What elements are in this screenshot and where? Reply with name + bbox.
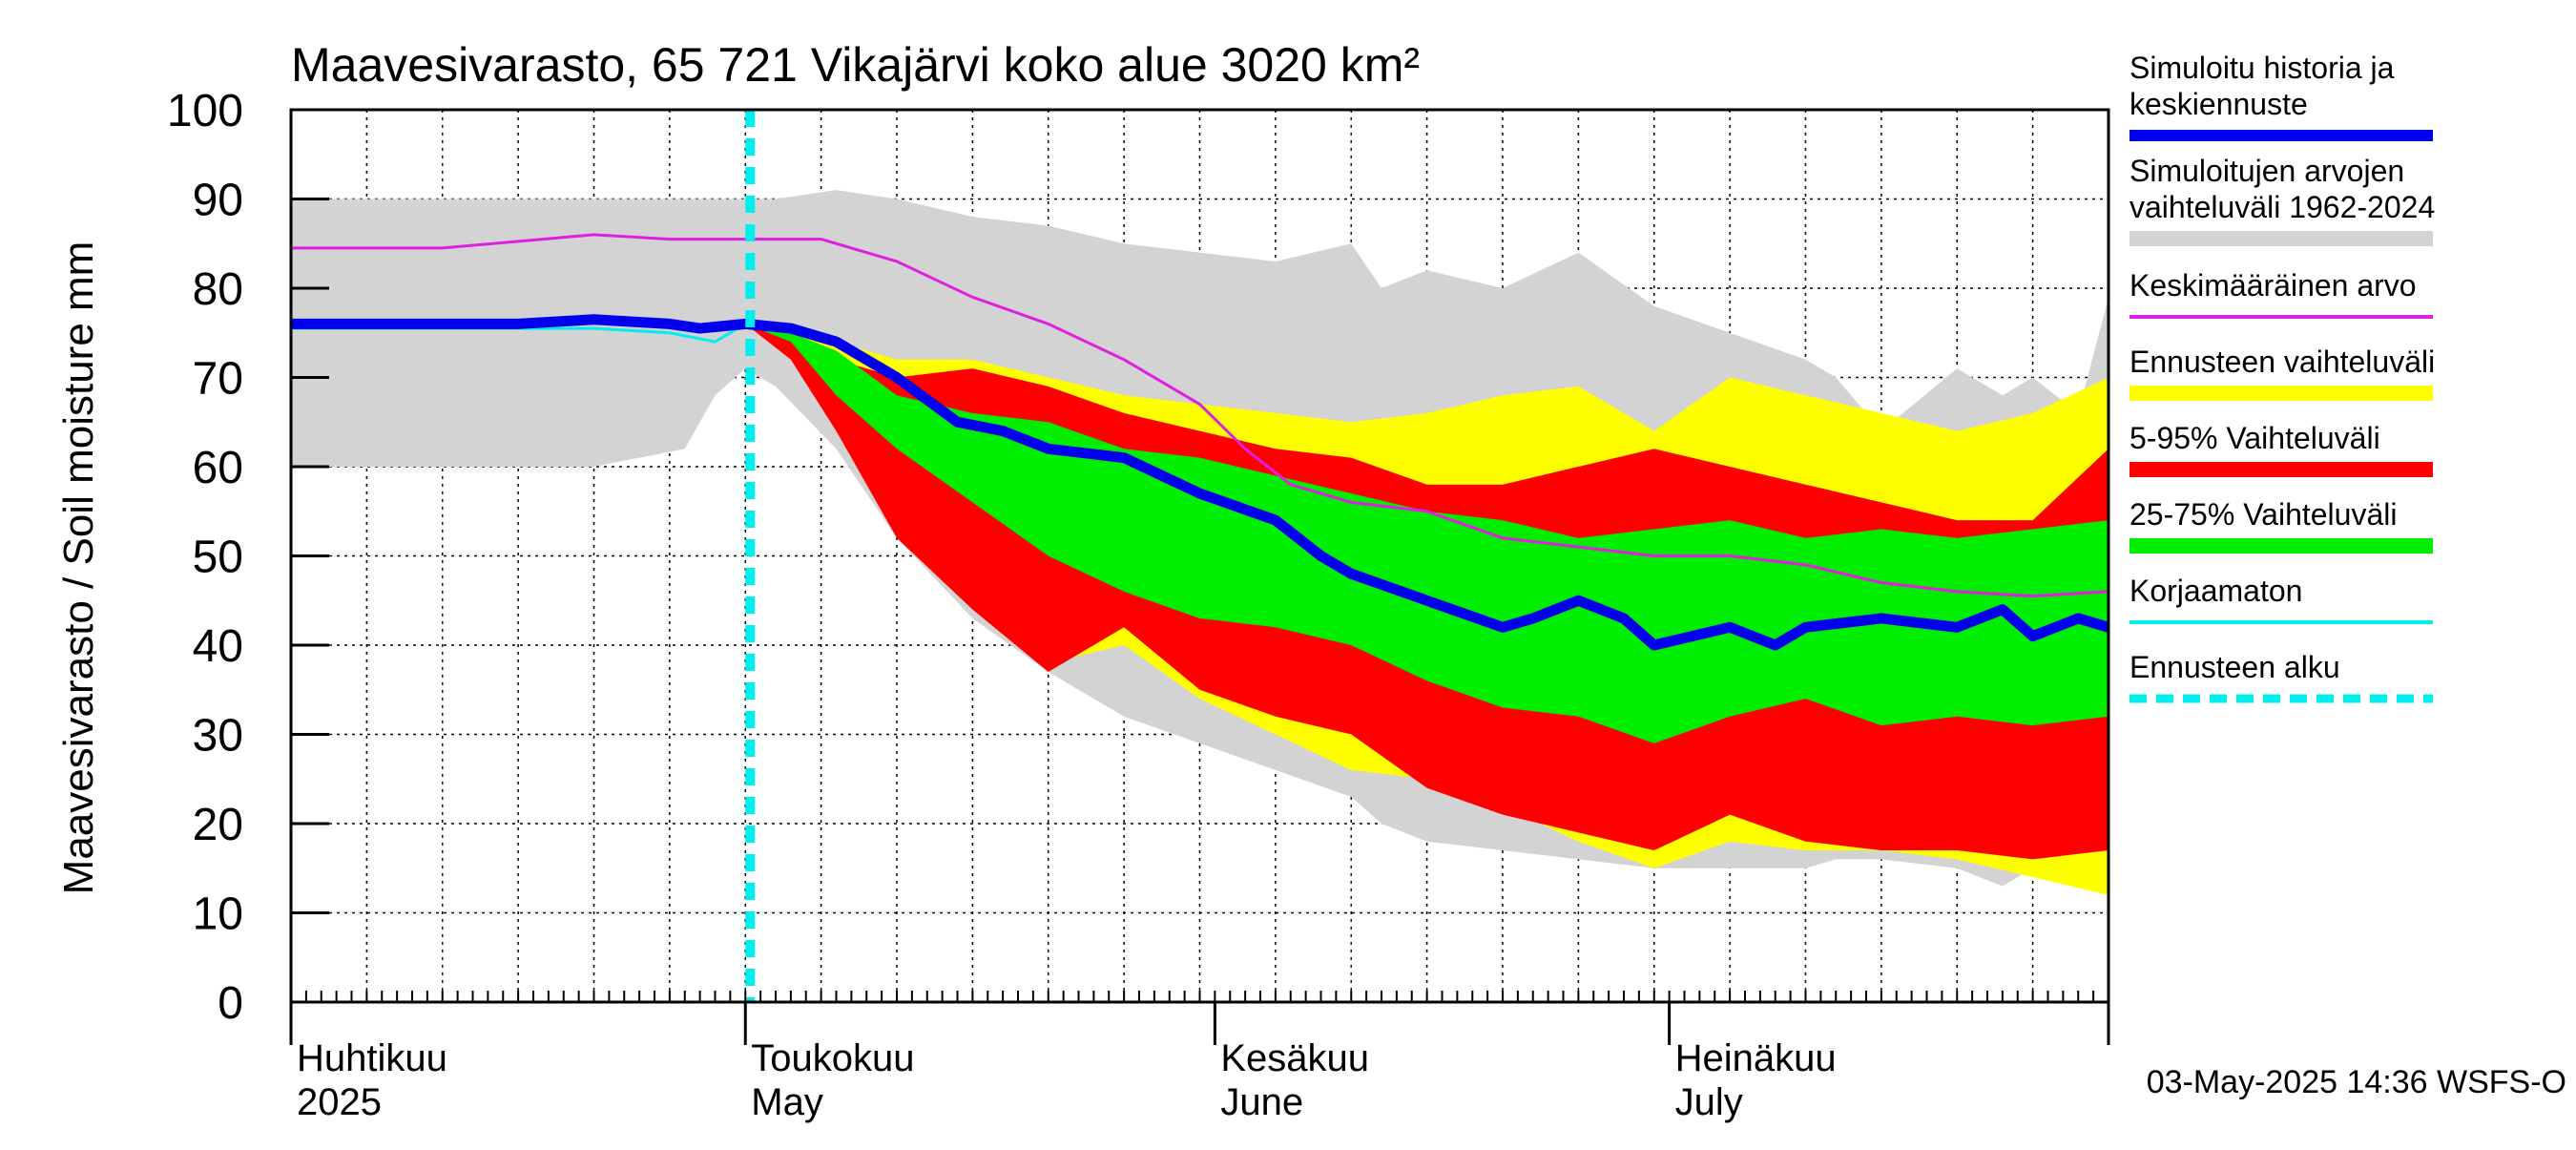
y-tick-label-80: 80 (193, 264, 243, 315)
month-label-fi-3: Heinäkuu (1675, 1037, 1837, 1079)
legend-label-1-1: vaihteluväli 1962-2024 (2129, 190, 2435, 224)
median-forecast-line (291, 314, 2110, 651)
month-label-fi-1: Toukokuu (751, 1037, 914, 1079)
y-tick-labels: 0 10 20 30 40 50 60 70 80 90 100 (167, 86, 243, 1029)
legend-label-0-1: keskiennuste (2129, 87, 2308, 121)
y-tick-label-60: 60 (193, 443, 243, 493)
legend-label-2-0: Keskimääräinen arvo (2129, 268, 2417, 303)
y-tick-label-20: 20 (193, 800, 243, 850)
month-label-en-2: June (1220, 1081, 1303, 1123)
legend-label-6-0: Korjaamaton (2129, 574, 2302, 608)
chart-title: Maavesivarasto, 65 721 Vikajärvi koko al… (291, 38, 1420, 92)
y-tick-label-30: 30 (193, 711, 243, 762)
axes (289, 108, 2110, 1045)
legend-swatch-5 (2129, 538, 2433, 554)
y-tick-label-40: 40 (193, 621, 243, 672)
legend-label-0-0: Simuloitu historia ja (2129, 51, 2395, 85)
y-tick-label-100: 100 (167, 86, 243, 136)
legend-swatch-4 (2129, 462, 2433, 477)
legend-label-5-0: 25-75% Vaihteluväli (2129, 497, 2397, 532)
legend-label-4-0: 5-95% Vaihteluväli (2129, 421, 2380, 455)
month-label-en-3: July (1675, 1081, 1743, 1123)
month-label-en-1: May (751, 1081, 823, 1123)
data-lines (291, 110, 2110, 1002)
y-tick-label-50: 50 (193, 533, 243, 583)
month-label-fi-2: Kesäkuu (1220, 1037, 1369, 1079)
legend-swatch-3 (2129, 386, 2433, 401)
y-axis-label: Maavesivarasto / Soil moisture mm (55, 241, 102, 895)
mean-line (291, 233, 2109, 598)
legend-swatch-1 (2129, 231, 2433, 246)
y-tick-label-70: 70 (193, 354, 243, 405)
month-label-en-0: 2025 (297, 1081, 382, 1123)
month-label-fi-0: Huhtikuu (297, 1037, 447, 1079)
timestamp-footer: 03-May-2025 14:36 WSFS-O (2147, 1064, 2566, 1100)
legend-label-7-0: Ennusteen alku (2129, 650, 2340, 684)
y-tick-label-0: 0 (218, 978, 243, 1029)
y-tick-label-10: 10 (193, 889, 243, 940)
y-tick-label-90: 90 (193, 176, 243, 226)
legend-label-3-0: Ennusteen vaihteluväli (2129, 345, 2435, 379)
legend-label-1-0: Simuloitujen arvojen (2129, 154, 2404, 188)
